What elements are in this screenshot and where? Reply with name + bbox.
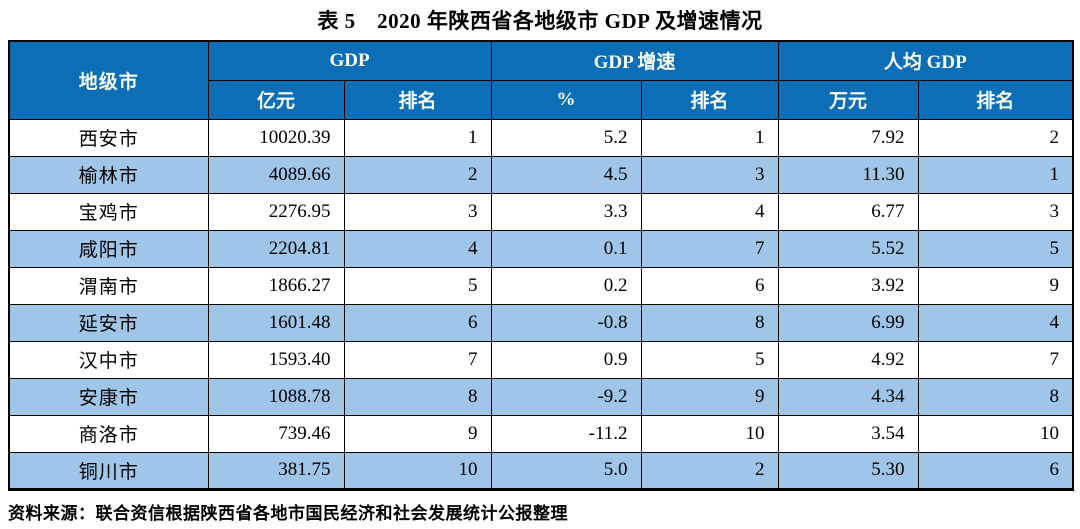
header-group-gdp-growth: GDP 增速 [490, 40, 779, 81]
table-row: 榆林市 4089.66 2 4.5 3 11.30 1 [8, 155, 1074, 194]
header-cell-city: 地级市 [8, 40, 209, 120]
cell-growth-value: -11.2 [490, 414, 642, 453]
table-row: 渭南市 1866.27 5 0.2 6 3.92 9 [8, 266, 1074, 305]
cell-percapita-value: 3.54 [777, 414, 919, 453]
cell-growth-value: 5.0 [490, 451, 642, 490]
cell-gdp-rank: 7 [343, 340, 492, 379]
cell-percapita-value: 7.92 [777, 118, 919, 157]
cell-city: 汉中市 [8, 340, 209, 379]
cell-gdp-value: 1593.40 [207, 340, 345, 379]
cell-percapita-value: 4.34 [777, 377, 919, 416]
table-header: 地级市 GDP GDP 增速 人均 GDP 亿元 排名 % 排名 万元 排名 [8, 40, 1074, 120]
cell-growth-rank: 3 [640, 155, 779, 194]
header-cell-growth-rank: 排名 [640, 79, 779, 120]
table-row: 安康市 1088.78 8 -9.2 9 4.34 8 [8, 377, 1074, 416]
cell-city: 铜川市 [8, 451, 209, 490]
cell-gdp-value: 10020.39 [207, 118, 345, 157]
cell-percapita-value: 6.77 [777, 192, 919, 231]
gdp-table: 地级市 GDP GDP 增速 人均 GDP 亿元 排名 % 排名 万元 排名 西… [8, 40, 1075, 491]
table-title: 表 5 2020 年陕西省各地级市 GDP 及增速情况 [317, 9, 763, 33]
cell-percapita-value: 5.52 [777, 229, 919, 268]
cell-percapita-rank: 1 [917, 155, 1074, 194]
table-row: 咸阳市 2204.81 4 0.1 7 5.52 5 [8, 229, 1074, 268]
header-cell-growth-unit: % [490, 79, 642, 120]
cell-growth-rank: 9 [640, 377, 779, 416]
cell-percapita-value: 11.30 [777, 155, 919, 194]
header-row-groups: 地级市 GDP GDP 增速 人均 GDP [8, 40, 1074, 120]
cell-growth-value: 0.9 [490, 340, 642, 379]
cell-growth-value: 4.5 [490, 155, 642, 194]
cell-percapita-rank: 8 [917, 377, 1074, 416]
cell-growth-rank: 5 [640, 340, 779, 379]
cell-city: 西安市 [8, 118, 209, 157]
header-row-subs: 亿元 排名 % 排名 万元 排名 [9, 79, 1074, 120]
cell-growth-value: -9.2 [490, 377, 642, 416]
cell-percapita-rank: 2 [917, 118, 1074, 157]
cell-growth-rank: 4 [640, 192, 779, 231]
cell-percapita-rank: 6 [917, 451, 1074, 490]
cell-growth-value: 0.2 [490, 266, 642, 305]
cell-gdp-rank: 1 [343, 118, 492, 157]
cell-city: 榆林市 [8, 155, 209, 194]
cell-city: 咸阳市 [8, 229, 209, 268]
cell-gdp-value: 381.75 [207, 451, 345, 490]
cell-gdp-rank: 6 [343, 303, 492, 342]
cell-gdp-rank: 8 [343, 377, 492, 416]
cell-growth-value: 3.3 [490, 192, 642, 231]
cell-percapita-rank: 3 [917, 192, 1074, 231]
cell-percapita-value: 3.92 [777, 266, 919, 305]
table-row: 汉中市 1593.40 7 0.9 5 4.92 7 [8, 340, 1074, 379]
cell-percapita-value: 5.30 [777, 451, 919, 490]
cell-city: 商洛市 [8, 414, 209, 453]
table-row: 宝鸡市 2276.95 3 3.3 4 6.77 3 [8, 192, 1074, 231]
cell-gdp-rank: 9 [343, 414, 492, 453]
cell-city: 延安市 [8, 303, 209, 342]
cell-gdp-value: 2276.95 [207, 192, 345, 231]
cell-gdp-value: 1088.78 [207, 377, 345, 416]
cell-gdp-value: 739.46 [207, 414, 345, 453]
header-group-gdp-per-capita: 人均 GDP [777, 40, 1074, 81]
cell-growth-rank: 7 [640, 229, 779, 268]
cell-growth-rank: 2 [640, 451, 779, 490]
cell-growth-rank: 10 [640, 414, 779, 453]
header-group-gdp: GDP [207, 40, 492, 81]
table-row: 铜川市 381.75 10 5.0 2 5.30 6 [8, 451, 1074, 490]
cell-growth-rank: 1 [640, 118, 779, 157]
cell-percapita-value: 4.92 [777, 340, 919, 379]
cell-gdp-value: 1866.27 [207, 266, 345, 305]
table-body: 西安市 10020.39 1 5.2 1 7.92 2 榆林市 4089.66 2 4.5 3 11.3… [8, 118, 1074, 490]
table-row: 西安市 10020.39 1 5.2 1 7.92 2 [8, 118, 1074, 157]
cell-city: 渭南市 [8, 266, 209, 305]
cell-gdp-value: 4089.66 [207, 155, 345, 194]
cell-gdp-rank: 10 [343, 451, 492, 490]
header-cell-percapita-rank: 排名 [917, 79, 1074, 120]
cell-percapita-rank: 7 [917, 340, 1074, 379]
cell-city: 安康市 [8, 377, 209, 416]
header-cell-gdp-rank: 排名 [343, 79, 492, 120]
cell-gdp-rank: 5 [343, 266, 492, 305]
cell-percapita-rank: 9 [917, 266, 1074, 305]
cell-gdp-rank: 3 [343, 192, 492, 231]
cell-growth-rank: 8 [640, 303, 779, 342]
cell-gdp-value: 2204.81 [207, 229, 345, 268]
cell-gdp-value: 1601.48 [207, 303, 345, 342]
table-row: 延安市 1601.48 6 -0.8 8 6.99 4 [8, 303, 1074, 342]
cell-gdp-rank: 4 [343, 229, 492, 268]
cell-percapita-rank: 5 [917, 229, 1074, 268]
source-note: 资料来源：联合资信根据陕西省各地市国民经济和社会发展统计公报整理 [8, 503, 568, 523]
cell-growth-value: 0.1 [490, 229, 642, 268]
cell-city: 宝鸡市 [8, 192, 209, 231]
cell-growth-rank: 6 [640, 266, 779, 305]
cell-growth-value: 5.2 [490, 118, 642, 157]
cell-percapita-rank: 10 [917, 414, 1074, 453]
cell-percapita-value: 6.99 [777, 303, 919, 342]
table-row: 商洛市 739.46 9 -11.2 10 3.54 10 [8, 414, 1074, 453]
cell-growth-value: -0.8 [490, 303, 642, 342]
header-cell-percapita-unit: 万元 [777, 79, 919, 120]
header-cell-gdp-unit: 亿元 [207, 79, 345, 120]
cell-percapita-rank: 4 [917, 303, 1074, 342]
cell-gdp-rank: 2 [343, 155, 492, 194]
